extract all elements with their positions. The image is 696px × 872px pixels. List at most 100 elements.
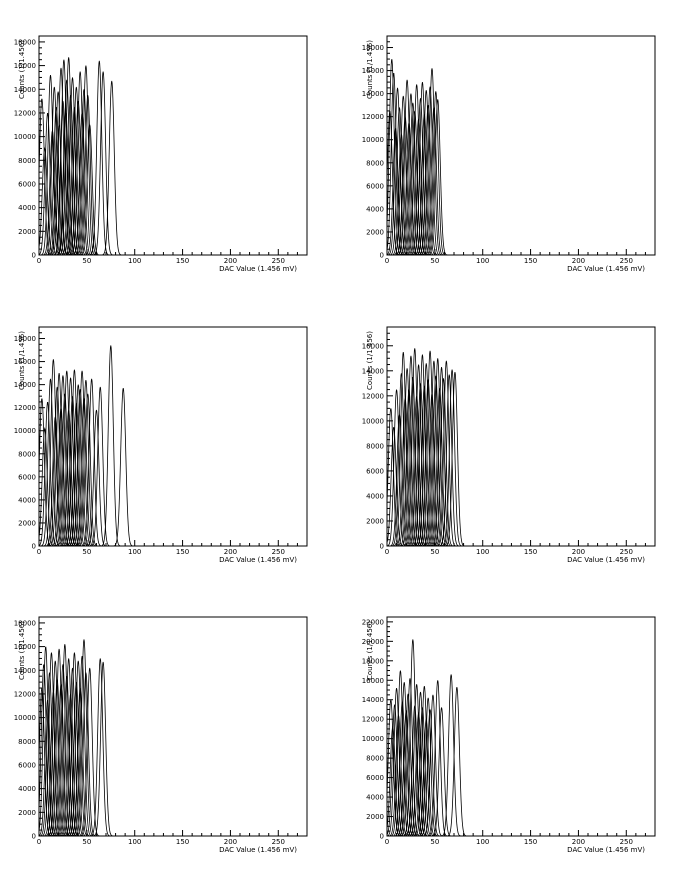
y-tick-label: 10000 — [362, 417, 384, 425]
y-tick-label: 10000 — [362, 735, 384, 743]
y-tick-label: 4000 — [366, 794, 384, 802]
y-tick-label: 8000 — [366, 755, 384, 763]
channel-peak-curve — [73, 639, 94, 837]
channel-peak-curve — [101, 80, 122, 256]
channel-peak-curve — [433, 378, 454, 547]
x-tick-label: 0 — [385, 257, 389, 265]
x-tick-label: 200 — [572, 838, 585, 846]
y-tick-label: 0 — [380, 833, 384, 841]
y-tick-label: 8000 — [366, 159, 384, 167]
x-axis-title: DAC Value (1.456 mV) — [567, 556, 645, 564]
x-tick-label: 50 — [82, 838, 91, 846]
channel-peak-curve — [73, 398, 94, 547]
y-tick-label: 16000 — [14, 62, 36, 70]
y-tick-label: 12000 — [362, 716, 384, 724]
x-tick-label: 0 — [385, 838, 389, 846]
y-axis-title: Counts (1/1.456) — [18, 331, 26, 390]
channel-peak-curve — [439, 374, 459, 547]
y-tick-label: 0 — [380, 252, 384, 260]
x-axis-title: DAC Value (1.456 mV) — [219, 846, 297, 854]
y-tick-label: 6000 — [366, 182, 384, 190]
y-tick-label: 2000 — [366, 813, 384, 821]
peak-curves — [38, 57, 122, 256]
y-tick-label: 18000 — [14, 335, 36, 343]
channel-peak-curve — [113, 388, 133, 547]
channel-peak-curve — [408, 711, 429, 837]
channel-peak-curve — [75, 672, 96, 837]
channel-peak-curve — [93, 661, 113, 837]
x-tick-label: 50 — [430, 257, 439, 265]
x-tick-label: 100 — [476, 838, 489, 846]
y-tick-label: 14000 — [362, 367, 384, 375]
x-tick-label: 250 — [272, 838, 285, 846]
y-tick-label: 4000 — [366, 205, 384, 213]
y-tick-label: 10000 — [362, 136, 384, 144]
y-tick-label: 14000 — [14, 86, 36, 94]
y-tick-label: 4000 — [18, 496, 36, 504]
y-tick-label: 14000 — [362, 90, 384, 98]
y-tick-label: 10000 — [14, 714, 36, 722]
y-tick-label: 18000 — [362, 44, 384, 52]
channel-peak-curve — [64, 652, 85, 837]
channel-peak-curve — [73, 89, 94, 256]
channel-peak-curve — [72, 655, 93, 837]
x-tick-label: 150 — [524, 257, 537, 265]
plot-panel-3: 0 50 100 150 200 250 0 2000 4000 6000 8000 10000 120… — [14, 326, 308, 564]
y-axis-title: Counts (1/1.456) — [366, 40, 374, 99]
y-tick-label: 16000 — [14, 643, 36, 651]
channel-peak-curve — [55, 112, 76, 256]
y-tick-label: 12000 — [362, 113, 384, 121]
y-tick-label: 2000 — [18, 809, 36, 817]
y-tick-label: 6000 — [366, 467, 384, 475]
y-tick-label: 18000 — [14, 38, 36, 46]
y-tick-label: 16000 — [362, 342, 384, 350]
x-tick-label: 0 — [37, 548, 41, 556]
x-tick-label: 150 — [176, 548, 189, 556]
channel-peak-curve — [436, 360, 457, 547]
y-axis-title: Counts (1/1.456) — [366, 621, 374, 680]
channel-peak-curve — [386, 704, 405, 837]
channel-peak-curve — [90, 658, 110, 837]
y-tick-label: 4000 — [18, 785, 36, 793]
channel-peak-curve — [420, 709, 441, 837]
x-tick-label: 100 — [476, 257, 489, 265]
y-axis-title: Counts (1/1.456) — [18, 621, 26, 680]
x-tick-label: 250 — [620, 838, 633, 846]
y-tick-label: 14000 — [362, 696, 384, 704]
channel-peak-curve — [394, 682, 415, 837]
channel-peak-curve — [441, 674, 461, 837]
channel-peak-curve — [398, 693, 419, 837]
y-tick-label: 6000 — [18, 473, 36, 481]
y-tick-label: 8000 — [18, 157, 36, 165]
channel-peak-curve — [66, 402, 87, 547]
x-tick-label: 0 — [385, 548, 389, 556]
y-tick-label: 2000 — [18, 228, 36, 236]
channel-peak-curve — [425, 91, 446, 256]
x-tick-label: 150 — [176, 257, 189, 265]
y-tick-label: 6000 — [366, 774, 384, 782]
y-tick-label: 4000 — [18, 204, 36, 212]
x-axis-title: DAC Value (1.456 mV) — [219, 265, 297, 273]
channel-peak-curve — [40, 378, 61, 547]
channel-peak-curve — [427, 358, 448, 547]
channel-peak-curve — [77, 95, 98, 256]
y-axis-title: Counts (1/1.456) — [366, 331, 374, 390]
plot-panel-1: 0 50 100 150 200 250 0 2000 4000 6000 8000 10000 120… — [14, 35, 308, 273]
y-tick-label: 0 — [32, 543, 36, 551]
plot-panel-5: 0 50 100 150 200 250 0 2000 4000 6000 8000 10000 120… — [14, 616, 308, 854]
channel-peak-curve — [86, 409, 107, 547]
channel-peak-curve — [392, 701, 413, 837]
y-tick-label: 22000 — [362, 618, 384, 626]
y-tick-label: 8000 — [18, 738, 36, 746]
channel-peak-curve — [421, 68, 442, 256]
y-tick-label: 0 — [32, 252, 36, 260]
y-tick-label: 20000 — [362, 638, 384, 646]
peak-curves — [386, 348, 465, 547]
y-tick-label: 12000 — [14, 109, 36, 117]
y-tick-label: 12000 — [362, 392, 384, 400]
y-tick-label: 10000 — [14, 133, 36, 141]
x-tick-label: 200 — [572, 257, 585, 265]
x-tick-label: 0 — [37, 838, 41, 846]
x-axis-title: DAC Value (1.456 mV) — [219, 556, 297, 564]
y-tick-label: 18000 — [362, 657, 384, 665]
